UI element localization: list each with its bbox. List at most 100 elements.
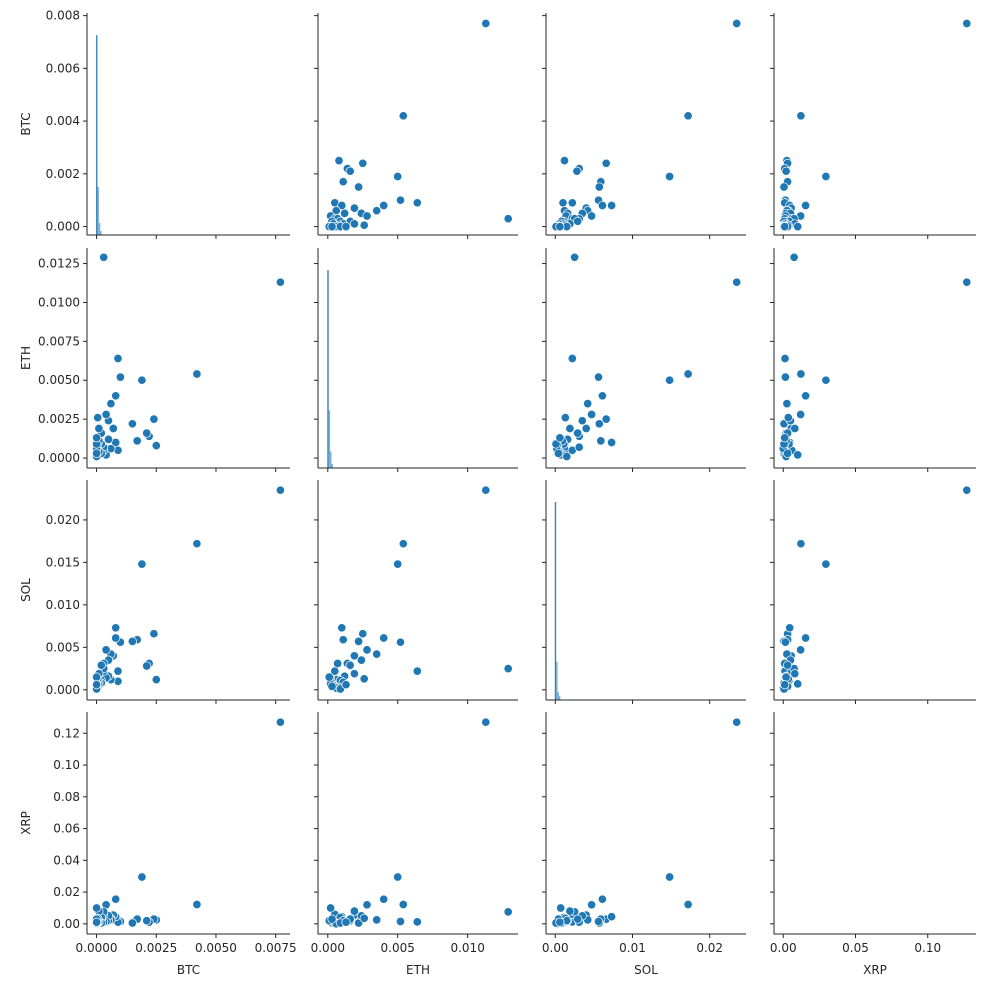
x-axis-label-btc: BTC [177, 963, 200, 977]
y-tick-label: 0.004 [46, 114, 80, 128]
scatter-point [345, 166, 355, 176]
scatter-point [577, 416, 587, 426]
scatter-point [481, 18, 491, 29]
scatter-point [665, 375, 675, 385]
scatter-point [92, 433, 102, 443]
hist-bar-btc [100, 231, 102, 235]
scatter-point [796, 539, 806, 549]
scatter-point [607, 912, 617, 922]
x-tick-label: 0.0025 [135, 941, 177, 955]
scatter-point [398, 111, 408, 121]
scatter-point [341, 680, 351, 690]
y-tick-label: 0.0100 [38, 295, 80, 309]
scatter-point [349, 203, 359, 213]
scatter-point [962, 277, 972, 287]
hist-bar-eth [328, 410, 331, 468]
scatter-point [395, 637, 406, 647]
scatter-point [503, 907, 513, 917]
scatter-point [779, 182, 789, 192]
x-tick-label: 0.10 [914, 941, 941, 955]
scatter-point [780, 222, 790, 232]
scatter-point [111, 894, 121, 904]
scatter-point [333, 658, 343, 669]
scatter-point [596, 436, 606, 446]
scatter-point [338, 177, 348, 187]
y-tick-label: 0.02 [53, 885, 80, 899]
y-axis-label-xrp: XRP [19, 811, 33, 835]
scatter-point [594, 419, 604, 429]
scatter-point [341, 917, 351, 927]
scatter-point [151, 675, 161, 685]
scatter-point [372, 206, 382, 216]
scatter-point [560, 413, 570, 423]
scatter-point [801, 391, 811, 401]
scatter-point [354, 182, 364, 192]
x-tick-label: 0.000 [311, 941, 345, 955]
scatter-point [362, 900, 372, 910]
scatter-point [793, 679, 803, 689]
x-tick-label: 0.05 [842, 941, 869, 955]
scatter-point [359, 220, 369, 230]
scatter-point [796, 645, 806, 655]
scatter-point [192, 899, 202, 910]
scatter-point [962, 18, 972, 29]
scatter-point [783, 660, 793, 670]
scatter-point [594, 182, 604, 192]
scatter-point [151, 441, 161, 451]
scatter-point [796, 369, 806, 379]
x-tick-label: 0.02 [696, 941, 723, 955]
scatter-point [781, 166, 791, 176]
scatter-point [106, 399, 116, 409]
scatter-point [324, 672, 334, 682]
scatter-point [379, 894, 389, 904]
y-tick-label: 0.08 [53, 790, 80, 804]
scatter-point [801, 200, 811, 211]
scatter-point [796, 409, 806, 420]
scatter-point [597, 894, 607, 904]
scatter-point [127, 918, 137, 928]
scatter-point [111, 623, 121, 633]
y-axis-label-eth: ETH [19, 346, 33, 370]
scatter-point [573, 428, 583, 438]
scatter-point [192, 369, 202, 379]
scatter-point [665, 171, 675, 182]
scatter-point [338, 635, 348, 645]
scatter-point [137, 559, 147, 569]
scatter-point [108, 423, 118, 434]
y-tick-label: 0.005 [46, 640, 80, 654]
x-tick-label: 0.0000 [76, 941, 118, 955]
scatter-point [573, 914, 583, 924]
scatter-point [398, 899, 408, 910]
scatter-point [683, 111, 693, 121]
scatter-point [821, 171, 831, 182]
scatter-point [359, 913, 369, 923]
x-tick-label: 0.01 [619, 941, 646, 955]
scatter-point [565, 906, 575, 916]
scatter-point [393, 872, 403, 882]
scatter-point [349, 651, 359, 661]
x-tick-label: 0.0075 [255, 941, 297, 955]
scatter-point [587, 211, 597, 221]
scatter-point [503, 664, 513, 674]
y-tick-label: 0.0075 [38, 334, 80, 348]
hist-bar-sol [554, 502, 557, 700]
scatter-point [665, 872, 675, 882]
scatter-point [597, 200, 607, 211]
y-tick-label: 0.008 [46, 9, 80, 23]
scatter-point [558, 198, 568, 208]
hist-bar-eth [327, 270, 329, 468]
hist-bar-btc [97, 187, 99, 235]
scatter-point [583, 399, 593, 409]
scatter-point [790, 669, 800, 679]
scatter-point [113, 666, 123, 676]
scatter-point [356, 655, 366, 665]
y-axis-label-sol: SOL [19, 578, 33, 602]
scatter-point [732, 277, 742, 287]
scatter-point [372, 649, 382, 659]
scatter-point [115, 372, 125, 382]
scatter-point [565, 423, 575, 434]
scatter-point [358, 158, 368, 168]
scatter-point [553, 448, 563, 458]
x-axis-label-sol: SOL [634, 963, 658, 977]
scatter-point [337, 200, 347, 211]
